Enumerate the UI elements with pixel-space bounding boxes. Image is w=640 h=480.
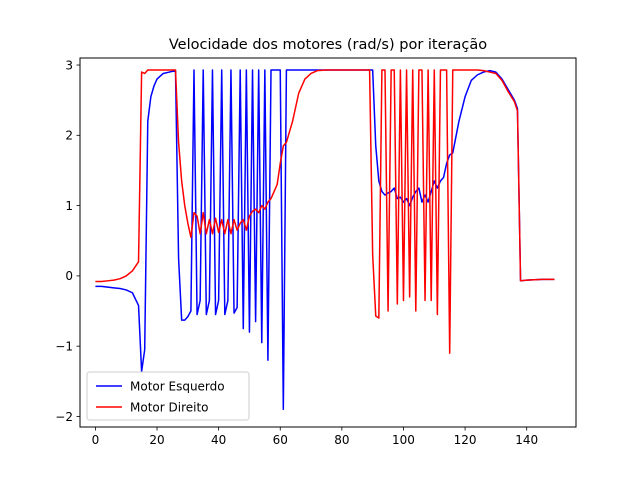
y-tick-label: −1 xyxy=(55,339,73,353)
x-tick-label: 60 xyxy=(273,433,288,447)
y-tick-label: 0 xyxy=(65,269,73,283)
y-tick-label: −2 xyxy=(55,410,73,424)
x-tick-label: 140 xyxy=(515,433,538,447)
x-tick-label: 40 xyxy=(211,433,226,447)
legend-label: Motor Direito xyxy=(130,400,209,414)
legend-label: Motor Esquerdo xyxy=(130,379,225,393)
legend: Motor Esquerdo Motor Direito xyxy=(86,371,250,421)
x-tick-label: 20 xyxy=(149,433,164,447)
x-tick-label: 100 xyxy=(392,433,415,447)
axes: 0 20 40 60 80 100 120 140 −2 −1 0 1 2 3 xyxy=(55,57,577,447)
axes-frame xyxy=(79,57,577,428)
x-tick-label: 120 xyxy=(454,433,477,447)
series-line-motor-direito xyxy=(95,69,555,354)
y-tick-label: 3 xyxy=(65,58,73,72)
plot-area xyxy=(95,69,555,411)
y-tick-label: 1 xyxy=(65,199,73,213)
x-tick-label: 0 xyxy=(92,433,100,447)
y-tick-label: 2 xyxy=(65,129,73,143)
x-tick-label: 80 xyxy=(334,433,349,447)
legend-box xyxy=(86,371,250,421)
chart-title: Velocidade dos motores (rad/s) por itera… xyxy=(169,37,487,53)
